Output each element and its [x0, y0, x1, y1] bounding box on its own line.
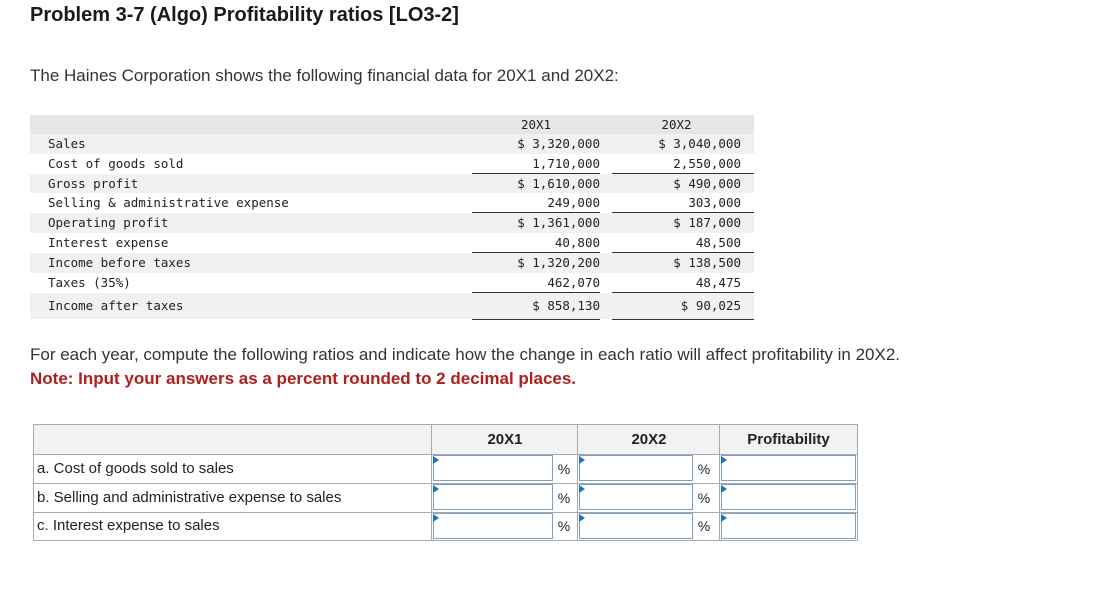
fin-value-20x1: $ 1,361,000 — [517, 215, 600, 231]
input-marker-icon — [579, 485, 585, 493]
fin-value-20x1: $ 1,320,200 — [517, 254, 600, 270]
input-marker-icon — [579, 456, 585, 464]
cogs-to-sales-20x2-input[interactable] — [579, 455, 693, 481]
input-marker-icon — [721, 456, 727, 464]
fin-value-20x1: 1,710,000 — [532, 155, 600, 171]
percent-symbol: % — [557, 518, 571, 534]
fin-value-20x2: $ 138,500 — [673, 254, 741, 270]
fin-value-20x2: $ 90,025 — [680, 298, 741, 313]
subtotal-underline — [612, 292, 754, 293]
fin-value-20x2: 303,000 — [688, 195, 741, 211]
intro-text: The Haines Corporation shows the followi… — [30, 66, 619, 85]
fin-value-20x2: 48,475 — [695, 274, 741, 290]
row-divider — [34, 483, 857, 484]
fin-value-20x1: 40,800 — [554, 235, 600, 250]
fin-value-20x2: $ 3,040,000 — [658, 136, 741, 151]
subtotal-underline — [612, 251, 754, 253]
subtotal-underline — [612, 212, 754, 214]
sga-to-sales-20x1-input[interactable] — [433, 484, 553, 510]
fin-label: Operating profit — [48, 215, 169, 231]
fin-row-sga: Selling & administrative expense 249,000… — [30, 193, 754, 213]
input-marker-icon — [433, 485, 439, 493]
fin-label: Interest expense — [48, 235, 169, 250]
financial-header-bar — [30, 115, 754, 134]
fin-label: Cost of goods sold — [48, 155, 184, 171]
fin-label: Selling & administrative expense — [48, 195, 289, 211]
subtotal-underline — [472, 292, 600, 293]
col-header-20x2: 20X2 — [661, 117, 692, 132]
fin-row-interest: Interest expense 40,800 48,500 — [30, 233, 754, 253]
subtotal-underline — [472, 172, 600, 174]
instruction-text: For each year, compute the following rat… — [30, 345, 901, 364]
fin-row-cogs: Cost of goods sold 1,710,000 2,550,000 — [30, 154, 754, 174]
fin-value-20x2: 2,550,000 — [673, 155, 741, 171]
row-label-cogs-to-sales: a. Cost of goods sold to sales — [37, 460, 234, 477]
answer-header-20x1: 20X1 — [487, 431, 523, 448]
sga-to-sales-profitability-input[interactable] — [721, 484, 856, 510]
percent-symbol: % — [697, 490, 711, 506]
fin-value-20x1: $ 3,320,000 — [517, 136, 600, 151]
cogs-to-sales-profitability-input[interactable] — [721, 455, 856, 481]
fin-value-20x2: 48,500 — [695, 235, 741, 250]
total-underline — [472, 319, 600, 320]
row-divider — [34, 512, 857, 513]
cogs-to-sales-20x1-input[interactable] — [433, 455, 553, 481]
fin-label: Taxes (35%) — [48, 274, 131, 290]
column-divider — [719, 425, 720, 540]
interest-to-sales-20x2-input[interactable] — [579, 513, 693, 539]
sga-to-sales-20x2-input[interactable] — [579, 484, 693, 510]
column-divider — [431, 425, 432, 540]
fin-value-20x1: 462,070 — [547, 274, 600, 290]
interest-to-sales-profitability-input[interactable] — [721, 513, 856, 539]
input-marker-icon — [579, 514, 585, 522]
percent-symbol: % — [697, 461, 711, 477]
input-marker-icon — [433, 456, 439, 464]
fin-row-operating-profit: Operating profit $ 1,361,000 $ 187,000 — [30, 213, 754, 233]
fin-label: Income before taxes — [48, 254, 191, 270]
row-label-interest-to-sales: c. Interest expense to sales — [37, 517, 220, 534]
answer-header-profitability: Profitability — [747, 431, 830, 448]
interest-to-sales-20x1-input[interactable] — [433, 513, 553, 539]
fin-value-20x1: $ 1,610,000 — [517, 175, 600, 191]
fin-value-20x1: 249,000 — [547, 195, 600, 211]
fin-row-income-after-taxes: Income after taxes $ 858,130 $ 90,025 — [30, 293, 754, 319]
subtotal-underline — [472, 212, 600, 214]
fin-value-20x2: $ 187,000 — [673, 215, 741, 231]
fin-label: Sales — [48, 136, 86, 151]
fin-label: Income after taxes — [48, 298, 184, 313]
percent-symbol: % — [697, 518, 711, 534]
answer-header-20x2: 20X2 — [631, 431, 667, 448]
input-marker-icon — [721, 514, 727, 522]
fin-label: Gross profit — [48, 175, 139, 191]
subtotal-underline — [472, 251, 600, 253]
answer-header-row: 20X1 20X2 Profitability — [34, 425, 857, 455]
fin-row-sales: Sales $ 3,320,000 $ 3,040,000 — [30, 134, 754, 154]
note-text: Note: Input your answers as a percent ro… — [30, 369, 577, 388]
fin-row-gross-profit: Gross profit $ 1,610,000 $ 490,000 — [30, 173, 754, 194]
row-label-sga-to-sales: b. Selling and administrative expense to… — [37, 489, 342, 506]
total-underline — [612, 319, 754, 320]
col-header-20x1: 20X1 — [520, 117, 552, 132]
percent-symbol: % — [557, 461, 571, 477]
fin-row-taxes: Taxes (35%) 462,070 48,475 — [30, 273, 754, 293]
fin-row-income-before-taxes: Income before taxes $ 1,320,200 $ 138,50… — [30, 252, 754, 273]
percent-symbol: % — [557, 490, 571, 506]
input-marker-icon — [721, 485, 727, 493]
fin-value-20x1: $ 858,130 — [532, 298, 600, 313]
column-divider — [577, 425, 578, 540]
problem-title: Problem 3-7 (Algo) Profitability ratios … — [30, 4, 459, 26]
answer-table: 20X1 20X2 Profitability a. Cost of goods… — [33, 424, 858, 541]
input-marker-icon — [433, 514, 439, 522]
fin-value-20x2: $ 490,000 — [673, 175, 741, 191]
subtotal-underline — [612, 172, 754, 174]
